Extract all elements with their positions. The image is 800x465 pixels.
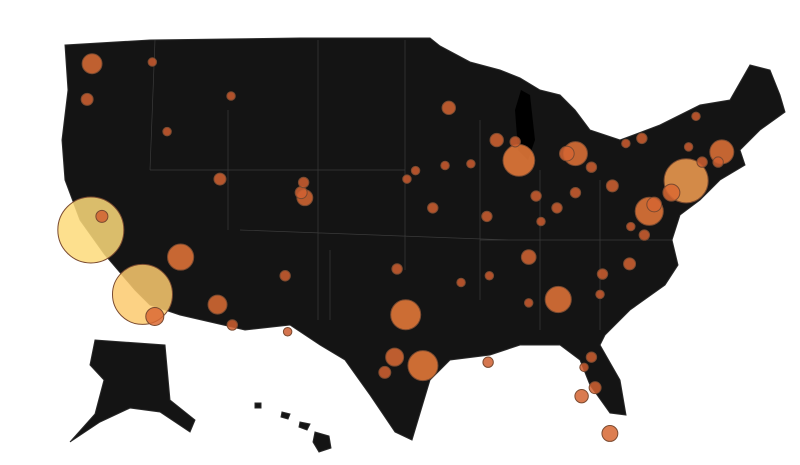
alaska [69,339,196,443]
bubble [691,111,701,122]
bubble [226,91,236,101]
bubble [390,299,422,331]
bubble [588,381,602,395]
bubble [378,365,392,379]
bubble [391,263,403,275]
bubble [523,298,534,308]
bubble [621,138,631,149]
bubble [407,350,439,382]
bubble [410,165,421,176]
bubble [402,174,412,184]
bubble [623,257,637,271]
bubble [57,196,125,264]
bubble [595,289,605,300]
bubble [605,179,619,193]
bubble [502,144,536,177]
bubble [520,249,537,265]
bubble [558,145,575,162]
bubbles [57,53,735,442]
bubble [456,277,466,288]
bubble [167,243,195,271]
bubble [441,100,456,116]
bubble [638,229,651,241]
bubble [585,161,598,173]
bubble [282,326,293,337]
bubble [579,362,589,373]
bubble [536,216,546,227]
bubble [482,356,494,368]
bubble [683,142,694,152]
bubble [662,183,681,202]
bubble [626,221,636,232]
bubble [385,347,405,367]
bubble [569,186,582,199]
bubble [279,270,291,282]
bubble [601,425,619,442]
bubble [481,210,493,223]
bubble [95,209,109,223]
bubble [646,196,663,213]
bubble [636,132,648,145]
hawaii [254,402,332,453]
bubble [162,126,172,137]
bubble [530,190,542,202]
bubble [297,176,310,189]
bubble [145,306,165,326]
bubble [440,160,450,171]
bubble [696,156,708,168]
state-lines [149,39,672,330]
bubble [596,268,609,280]
bubble [484,271,495,281]
bubble [489,132,504,148]
bubble [466,159,476,169]
bubble [213,172,227,186]
bubble [226,319,238,331]
bubble [427,202,439,214]
bubble [509,136,521,148]
bubble [147,57,158,67]
bubble [585,351,598,363]
bubble [207,294,228,315]
bubble [712,156,724,168]
bubble [551,202,563,214]
bubble [80,92,94,106]
bubble [294,186,308,200]
bubble [574,388,589,404]
bubble [544,285,572,314]
lower-48 [61,37,786,441]
bubble [81,53,103,75]
